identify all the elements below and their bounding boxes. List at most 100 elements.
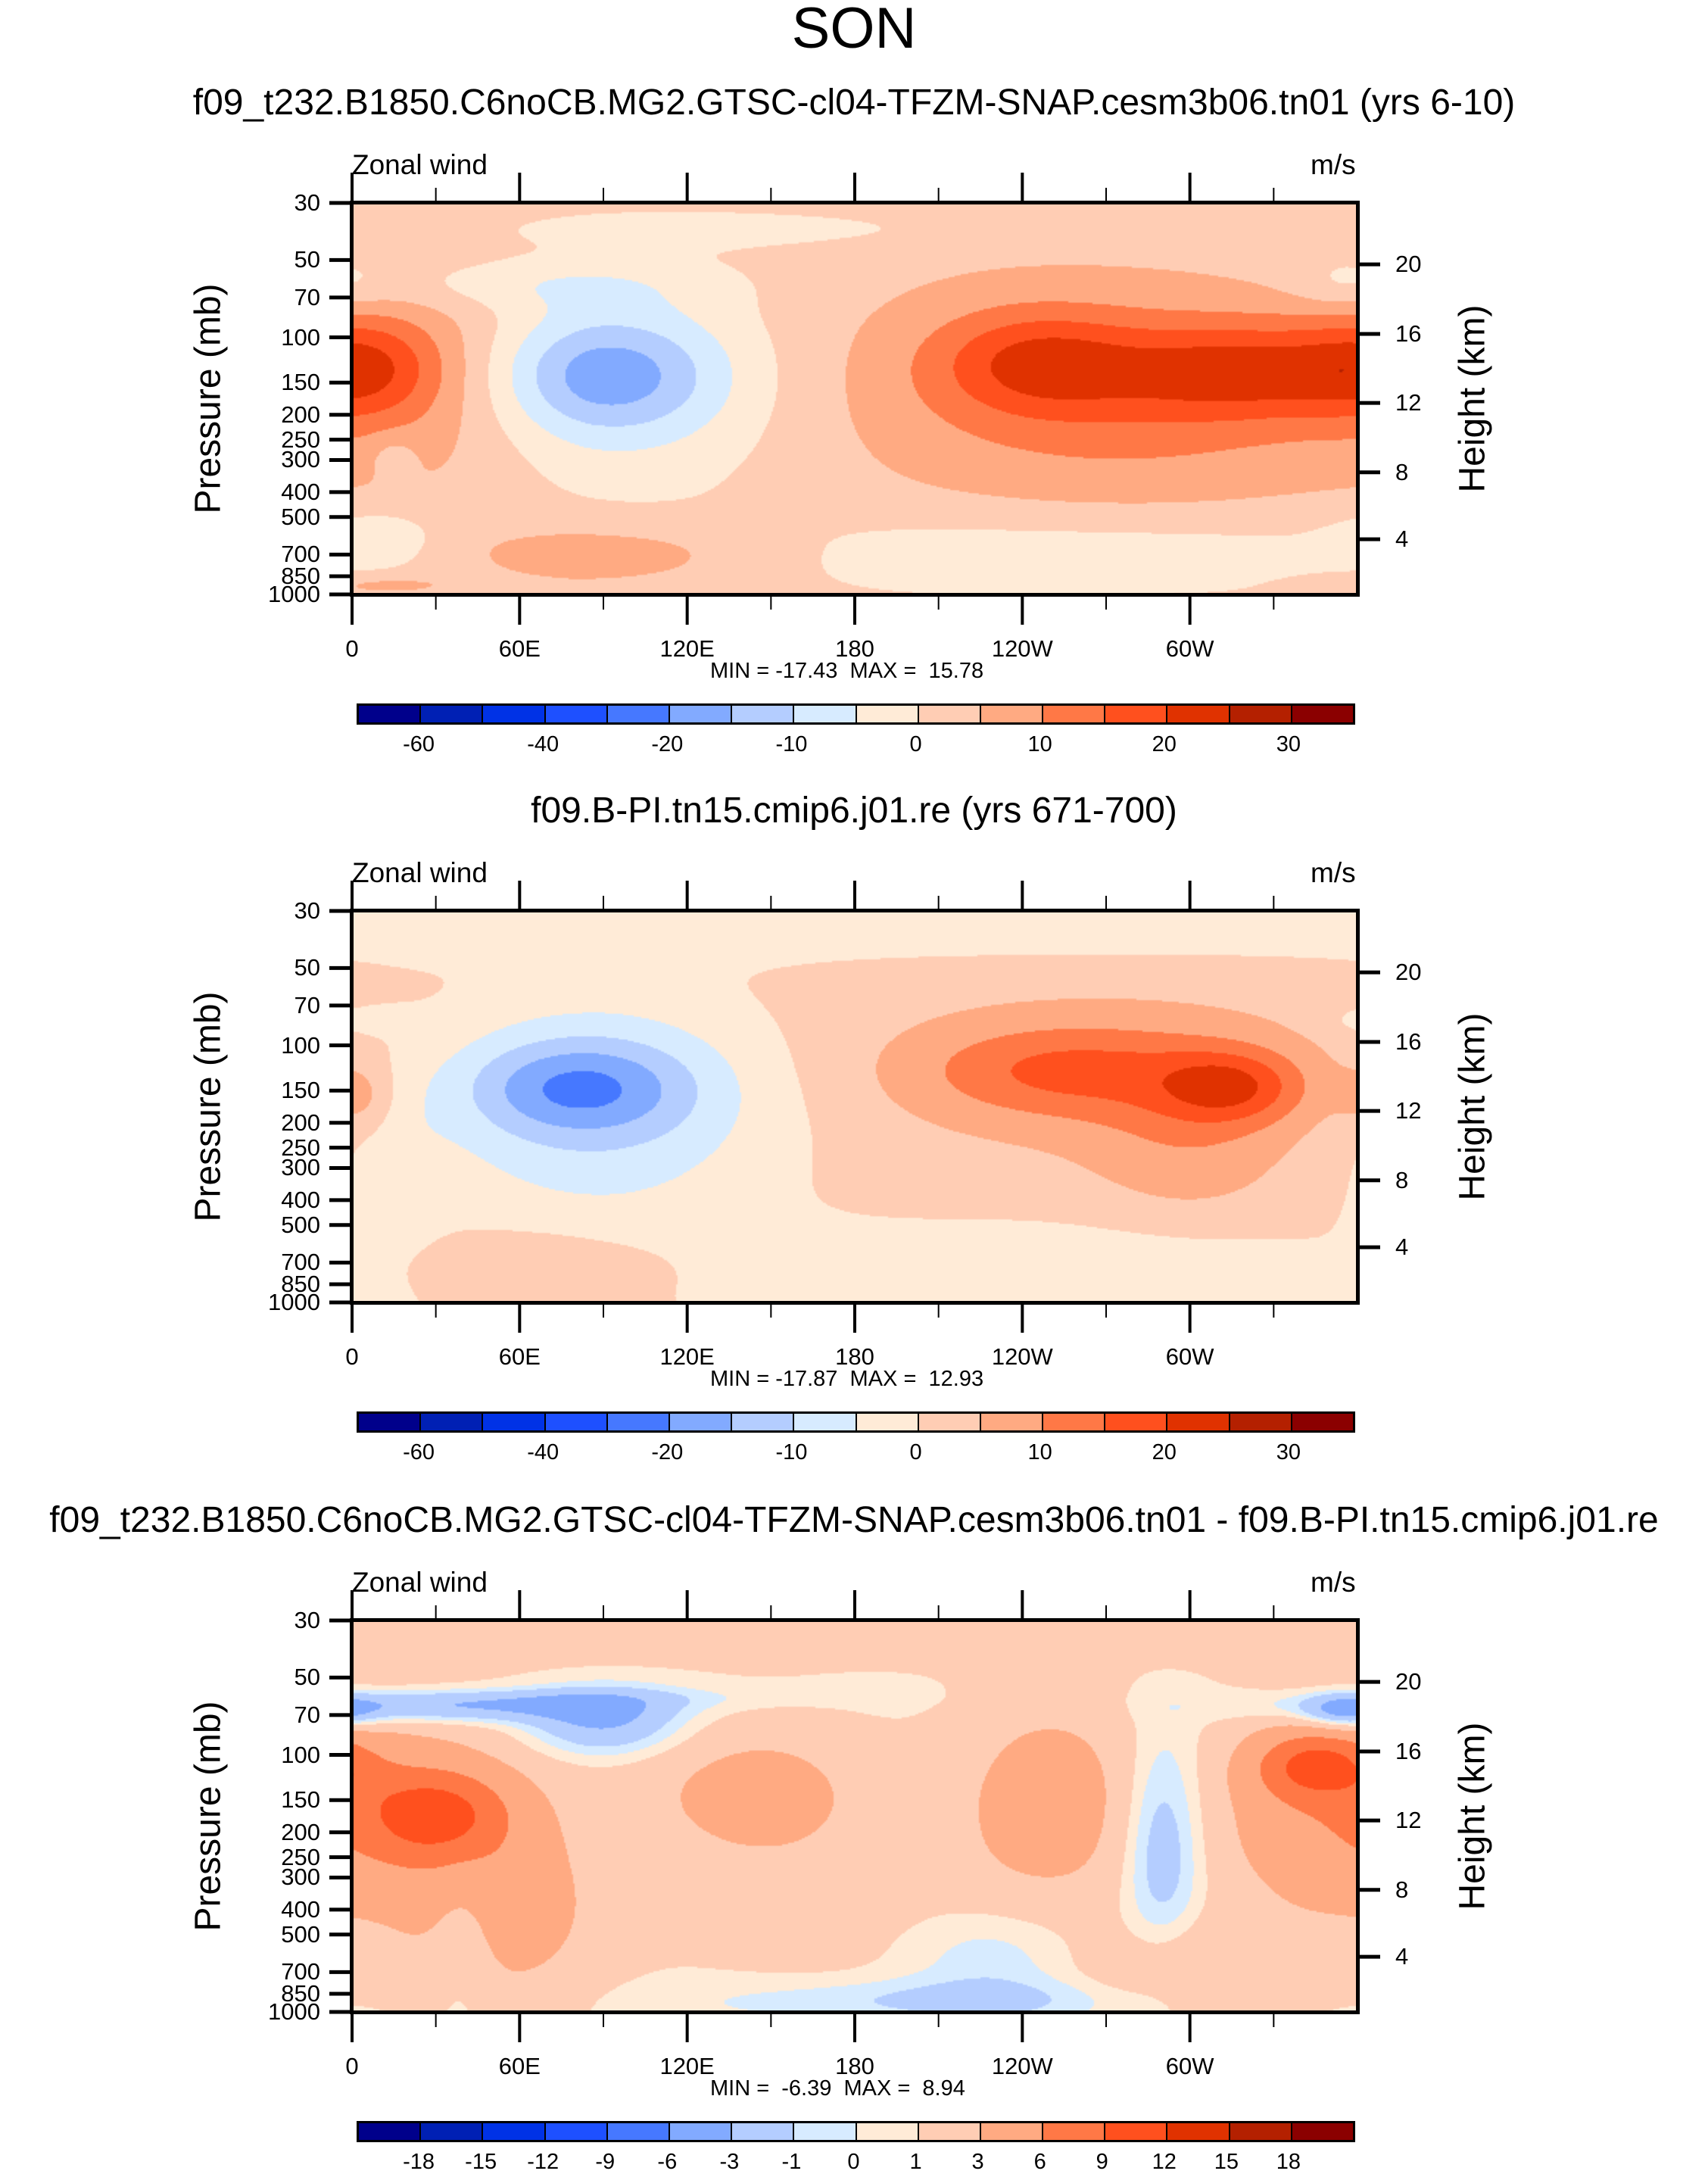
x-tick-label: 60W xyxy=(1165,2053,1214,2079)
x-tick-label: 0 xyxy=(345,635,359,662)
colorbar-swatch xyxy=(918,706,981,722)
y-tick-label: 70 xyxy=(294,283,320,310)
colorbar-swatch xyxy=(669,2123,733,2140)
height-tick-label: 4 xyxy=(1395,526,1409,553)
colorbar-swatch xyxy=(980,1414,1044,1430)
panel-title: f09.B-PI.tn15.cmip6.j01.re (yrs 671-700) xyxy=(531,791,1177,831)
colorbar-swatch xyxy=(1292,1414,1353,1430)
units-label: m/s xyxy=(1311,149,1356,180)
y-tick-label: 70 xyxy=(294,1701,320,1728)
height-tick-label: 4 xyxy=(1395,1943,1409,1970)
x-tick-label: 120W xyxy=(991,635,1053,662)
colorbar-label: 1 xyxy=(909,2150,922,2174)
colorbar-swatch xyxy=(918,2123,981,2140)
colorbar-swatch xyxy=(1230,2123,1292,2140)
y-tick-label: 700 xyxy=(281,1958,320,1985)
colorbar-swatch xyxy=(732,2123,795,2140)
colorbar-label: -6 xyxy=(657,2150,678,2174)
colorbar-swatch xyxy=(794,1414,857,1430)
colorbar-swatch xyxy=(607,2123,670,2140)
y-tick-label: 100 xyxy=(281,1741,320,1768)
x-tick-label: 0 xyxy=(345,2053,359,2079)
y-tick-label: 400 xyxy=(281,1186,320,1213)
y-tick-label: 200 xyxy=(281,1818,320,1845)
colorbar-swatch xyxy=(1043,1414,1106,1430)
height-tick-label: 16 xyxy=(1395,320,1422,348)
height-tick-label: 12 xyxy=(1395,1097,1422,1124)
y-tick-label: 250 xyxy=(281,1843,320,1870)
colorbar-label: -40 xyxy=(527,732,559,756)
y-tick-label: 50 xyxy=(294,246,320,273)
y-tick-label: 400 xyxy=(281,478,320,505)
y-tick-label: 250 xyxy=(281,1134,320,1161)
colorbar-swatch xyxy=(421,706,484,722)
x-tick-label: 60W xyxy=(1165,1343,1214,1370)
y-tick-label: 30 xyxy=(294,189,320,216)
plot-area xyxy=(350,909,1360,1305)
colorbar-swatch xyxy=(856,2123,919,2140)
height-tick-label: 20 xyxy=(1395,251,1422,278)
height-tick-label: 4 xyxy=(1395,1234,1409,1261)
contour-field xyxy=(352,1620,1357,2012)
y-tick-label: 850 xyxy=(281,563,320,590)
y-tick-label: 150 xyxy=(281,1786,320,1814)
plot-area xyxy=(350,201,1360,597)
colorbar-label: -12 xyxy=(527,2150,559,2174)
y-tick-label: 500 xyxy=(281,1920,320,1948)
y-tick-label: 200 xyxy=(281,1109,320,1136)
colorbar-swatch xyxy=(359,1414,422,1430)
y-tick-label: 850 xyxy=(281,1271,320,1298)
colorbar-label: 0 xyxy=(847,2150,860,2174)
y-tick-label: 70 xyxy=(294,991,320,1018)
x-tick-label: 120E xyxy=(659,2053,715,2079)
colorbar-swatch xyxy=(732,1414,795,1430)
colorbar-swatch xyxy=(1167,706,1230,722)
panel-title: f09_t232.B1850.C6noCB.MG2.GTSC-cl04-TFZM… xyxy=(49,1500,1659,1540)
panel-title: f09_t232.B1850.C6noCB.MG2.GTSC-cl04-TFZM… xyxy=(192,83,1516,123)
x-tick-label: 180 xyxy=(835,635,874,662)
height-tick-label: 12 xyxy=(1395,389,1422,416)
y-tick-label: 200 xyxy=(281,401,320,428)
colorbar-label: 18 xyxy=(1276,2150,1301,2174)
colorbar-swatch xyxy=(545,706,608,722)
x-tick-label: 60E xyxy=(498,2053,541,2079)
colorbar-label: 6 xyxy=(1033,2150,1046,2174)
y-tick-label: 50 xyxy=(294,954,320,981)
y-tick-label: 300 xyxy=(281,446,320,473)
colorbar-swatch xyxy=(359,2123,422,2140)
x-tick-label: 120E xyxy=(659,635,715,662)
colorbar-label: -20 xyxy=(651,1440,684,1464)
colorbar-swatch xyxy=(607,706,670,722)
height-tick-label: 16 xyxy=(1395,1738,1422,1765)
height-tick-label: 16 xyxy=(1395,1028,1422,1056)
colorbar-label: 0 xyxy=(909,732,922,756)
colorbar-swatch xyxy=(1167,2123,1230,2140)
y-tick-label: 1000 xyxy=(268,1998,320,2025)
colorbar-swatch xyxy=(669,706,733,722)
min-max-label: MIN = -17.43 MAX = 15.78 xyxy=(710,659,984,683)
colorbar-swatch xyxy=(1230,1414,1292,1430)
x-tick-label: 60W xyxy=(1165,635,1214,662)
colorbar-label: 9 xyxy=(1096,2150,1108,2174)
variable-label: Zonal wind xyxy=(352,857,488,888)
colorbar-swatch xyxy=(794,706,857,722)
y-tick-label: 1000 xyxy=(268,1289,320,1315)
height-tick-label: 20 xyxy=(1395,1668,1422,1695)
colorbar-swatch xyxy=(421,1414,484,1430)
colorbar-label: 0 xyxy=(909,1440,922,1464)
colorbar-swatch xyxy=(1230,706,1292,722)
colorbar-label: 20 xyxy=(1152,1440,1177,1464)
colorbar-label: -15 xyxy=(465,2150,497,2174)
height-tick-label: 20 xyxy=(1395,959,1422,986)
min-max-label: MIN = -17.87 MAX = 12.93 xyxy=(710,1367,984,1391)
x-tick-label: 60E xyxy=(498,635,541,662)
x-tick-label: 180 xyxy=(835,2053,874,2079)
x-tick-label: 120E xyxy=(659,1343,715,1370)
colorbar-swatch xyxy=(1292,2123,1353,2140)
colorbar-swatch xyxy=(607,1414,670,1430)
colorbar-label: 12 xyxy=(1152,2150,1177,2174)
colorbar-swatch xyxy=(980,2123,1044,2140)
y-tick-label: 150 xyxy=(281,1077,320,1104)
colorbar-label: 20 xyxy=(1152,732,1177,756)
